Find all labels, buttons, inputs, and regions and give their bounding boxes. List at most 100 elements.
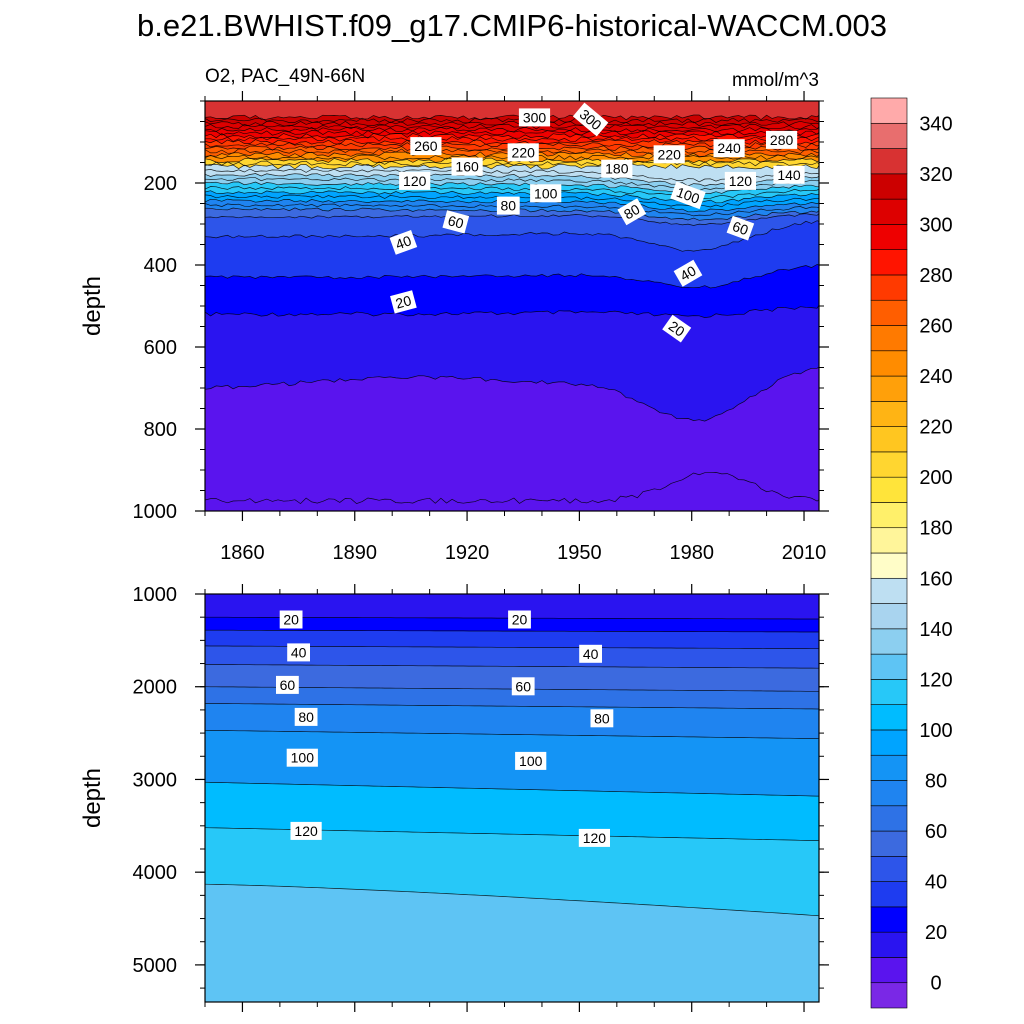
- contour-label-box: [496, 196, 520, 215]
- y-tick-label: 4000: [133, 862, 178, 884]
- upper-contour-line: [205, 117, 819, 124]
- y-tick-label: 400: [144, 255, 177, 277]
- upper-contour-band: [205, 366, 819, 511]
- contour-label-text: 220: [658, 146, 682, 162]
- contour-label-box: [572, 102, 609, 137]
- upper-contour-line: [205, 472, 819, 505]
- y-tick-label: 1000: [133, 501, 178, 523]
- contour-label-box: [515, 751, 547, 770]
- colorbar-swatch: [870, 451, 908, 478]
- colorbar-swatch: [870, 325, 908, 352]
- contour-label-text: 40: [393, 232, 413, 252]
- contour-label: 100: [286, 748, 318, 767]
- figure-title: b.e21.BWHIST.f09_g17.CMIP6-historical-WA…: [137, 8, 887, 43]
- colorbar-label: 260: [919, 316, 952, 338]
- y-tick-label: 5000: [133, 955, 178, 977]
- colorbar-swatch: [870, 552, 908, 579]
- contour-label-box: [410, 137, 442, 156]
- contour-label: 300: [518, 108, 551, 127]
- contour-label: 80: [496, 196, 520, 215]
- contour-label: 60: [726, 215, 755, 241]
- colorbar-swatch: [870, 982, 908, 1009]
- contour-label-box: [389, 230, 418, 255]
- contour-label: 60: [442, 210, 470, 234]
- contour-label-text: 100: [534, 185, 558, 201]
- upper-contour-line: [205, 264, 819, 289]
- colorbar-swatch: [870, 729, 908, 756]
- y-tick-label: 1000: [133, 584, 178, 606]
- contour-label-box: [601, 159, 633, 178]
- contour-label-box: [518, 108, 551, 127]
- colorbar-swatch: [870, 299, 908, 326]
- colorbar-swatch: [870, 780, 908, 807]
- upper-contour-line: [205, 186, 819, 199]
- lower-contour-line: [205, 729, 819, 740]
- upper-contour-line: [205, 220, 819, 252]
- colorbar-label: 220: [919, 417, 952, 439]
- x-tick-label: 1980: [669, 542, 714, 564]
- x-tick-label: 2010: [782, 542, 827, 564]
- contour-label-text: 120: [403, 173, 427, 189]
- contour-label-text: 240: [717, 140, 741, 156]
- contour-label-text: 60: [730, 218, 750, 238]
- upper-contour-line: [205, 366, 819, 422]
- colorbar-swatch: [870, 881, 908, 908]
- colorbar-swatch: [870, 603, 908, 630]
- contour-label-box: [662, 314, 692, 343]
- contour-label-text: 260: [414, 138, 438, 154]
- colorbar-swatch: [870, 476, 908, 503]
- upper-contour-line: [205, 181, 819, 195]
- lower-contour-line: [205, 703, 819, 710]
- lower-contour-fill: [205, 594, 819, 1002]
- lower-contour-lines: [205, 616, 819, 917]
- contour-label-text: 220: [512, 144, 536, 160]
- contour-label-text: 40: [677, 262, 699, 284]
- contour-label: 20: [390, 290, 417, 314]
- contour-label: 140: [773, 165, 805, 184]
- contour-label-box: [578, 828, 610, 847]
- contour-label-box: [579, 644, 602, 663]
- contour-label-box: [399, 171, 431, 190]
- colorbar-label: 240: [919, 366, 952, 388]
- contour-label-box: [290, 821, 322, 840]
- contour-label-text: 20: [283, 612, 299, 628]
- upper-subtitle-right: mmol/m^3: [732, 70, 819, 91]
- y-tick-label: 200: [144, 173, 177, 195]
- colorbar-swatch: [870, 805, 908, 832]
- contour-label-text: 120: [729, 173, 753, 189]
- colorbar-label: 140: [919, 619, 952, 641]
- colorbar-label: 100: [919, 720, 952, 742]
- lower-axes: 1000 2000 3000 4000 5000: [133, 584, 829, 1012]
- y-tick-label: 800: [144, 419, 177, 441]
- contour-label-text: 100: [674, 184, 702, 207]
- contour-label: 160: [451, 157, 483, 176]
- colorbar-swatch: [870, 198, 908, 225]
- contour-label-box: [530, 184, 562, 203]
- upper-contour-line: [205, 177, 819, 191]
- contour-label: 120: [399, 171, 431, 190]
- colorbar-swatch: [870, 679, 908, 705]
- upper-contour-line: [205, 114, 819, 121]
- contour-label-box: [713, 139, 745, 158]
- x-tick-label: 1890: [333, 542, 378, 564]
- lower-plot-frame: [204, 593, 820, 1003]
- x-tick-label: 1860: [220, 542, 265, 564]
- upper-contour-line: [205, 168, 819, 183]
- contour-label-box: [724, 171, 756, 190]
- upper-subtitle-left: O2, PAC_49N-66N: [205, 66, 365, 87]
- contour-label-text: 20: [512, 612, 528, 628]
- colorbar-swatch: [870, 401, 908, 427]
- contour-label: 280: [766, 130, 798, 149]
- y-tick-label: 2000: [133, 677, 178, 699]
- contour-label-box: [590, 709, 614, 728]
- colorbar-label: 200: [919, 467, 952, 489]
- contour-label: 120: [290, 821, 322, 840]
- contour-label: 120: [724, 171, 756, 190]
- upper-contour-line: [205, 163, 819, 170]
- colorbar-label: 80: [925, 771, 947, 793]
- contour-label: 80: [617, 198, 647, 226]
- lower-contour-band: [205, 884, 819, 1002]
